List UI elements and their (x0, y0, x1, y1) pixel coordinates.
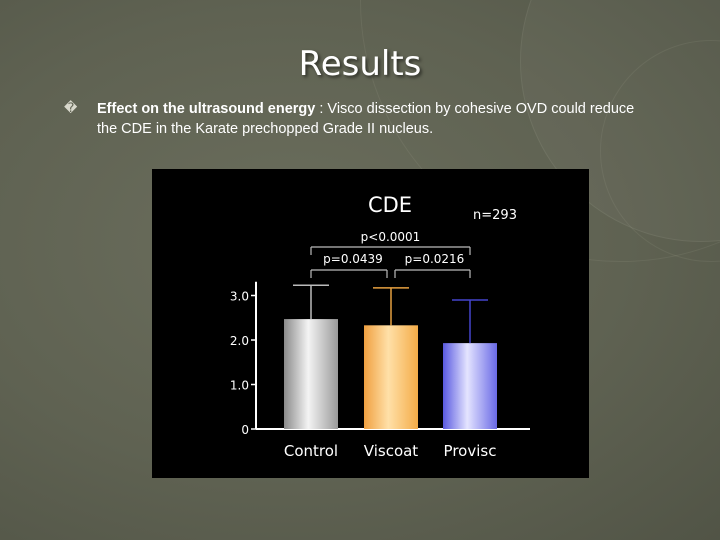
slide-title: Results (298, 44, 422, 84)
y-tick-label: 3.0 (230, 290, 249, 304)
bullet-text: Effect on the ultrasound energy : Visco … (97, 99, 657, 139)
x-category-label: Control (284, 442, 338, 460)
bar-chart: CDE n=293 0 1.0 2.0 3.0 Control Viscoat Provis… (230, 193, 530, 460)
bullet-rest-text: : Visco dissection by cohesive OVD could… (97, 101, 635, 137)
y-tick-label: 0 (241, 423, 249, 437)
bullet-bold-text: Effect on the ultrasound energy (97, 101, 316, 117)
bullet-icon: � (64, 101, 78, 116)
x-category-label: Viscoat (364, 442, 419, 460)
p-value-label: p<0.0001 (361, 230, 421, 244)
bar-control (284, 319, 338, 429)
bar-viscoat (364, 325, 418, 429)
chart-panel: CDE n=293 0 1.0 2.0 3.0 Control Viscoat Provis… (152, 169, 589, 478)
y-tick-label: 1.0 (230, 379, 249, 393)
p-value-label: p=0.0439 (323, 252, 383, 266)
y-tick-label: 2.0 (230, 334, 249, 348)
bar-provisc (443, 343, 497, 429)
plot-area: 0 1.0 2.0 3.0 Control Viscoat Provisc p<0.0001 p… (230, 230, 530, 460)
chart-title: CDE (368, 193, 412, 217)
x-category-label: Provisc (444, 442, 497, 460)
sample-size-label: n=293 (473, 208, 517, 223)
p-value-label: p=0.0216 (405, 252, 465, 266)
